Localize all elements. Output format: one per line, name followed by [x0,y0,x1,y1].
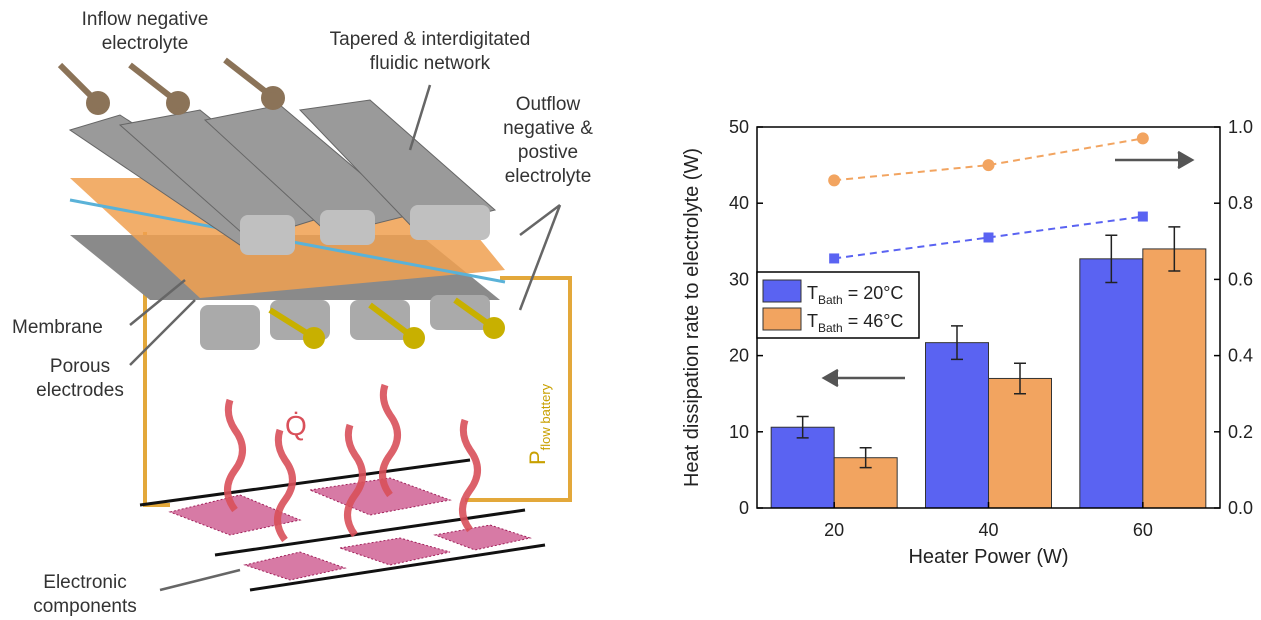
arrow-head [264,89,282,107]
channel [350,300,410,340]
y2-tick-label: 0.8 [1228,193,1253,213]
pointer [410,85,430,150]
y2-tick-label: 0.0 [1228,498,1253,518]
y2-tick-label: 1.0 [1228,117,1253,137]
arrow-head [406,330,422,346]
y-tick-label: 30 [729,269,749,289]
y2-marker [984,232,994,242]
bar [926,343,989,508]
legend-swatch [763,308,801,330]
diagram-label: Porous [50,356,110,377]
y-tick-label: 20 [729,346,749,366]
diagram-label: electrolyte [102,33,189,54]
diagram-label: Inflow negative [82,9,209,30]
heat-label: Q̇ [285,410,307,441]
legend-text: = 20°C [843,283,904,303]
axis-arrow [824,370,905,386]
schematic: Q̇ Pflow battery [60,60,570,590]
y2-marker [829,253,839,263]
power-label: Pflow battery [525,383,553,465]
channel-end [410,205,490,240]
pad [245,552,345,580]
legend-text: Bath [818,321,843,335]
y-tick-label: 10 [729,422,749,442]
diagram-label: electrolyte [505,166,592,187]
y2-marker [1138,212,1148,222]
y2-tick-label: 0.4 [1228,346,1253,366]
heat-arrow [348,425,363,535]
pad [310,478,450,515]
y2-marker [1137,132,1149,144]
channel [200,305,260,350]
y-tick-label: 50 [729,117,749,137]
arrow-head [169,94,187,112]
y2-tick-label: 0.6 [1228,269,1253,289]
legend-swatch [763,280,801,302]
diagram-label: Electronic [43,572,126,593]
diagram-label: components [33,596,137,617]
channel-end [320,210,375,245]
arrow-head [89,94,107,112]
diagram-label: fluidic network [370,53,491,74]
y2-tick-label: 0.2 [1228,422,1253,442]
arrow [130,65,175,100]
channel-end [240,215,295,255]
arrow-head [306,330,322,346]
diagram-label: negative & [503,118,593,139]
legend-text: T [807,311,818,331]
axis-arrow [1115,152,1192,168]
y2-marker [828,174,840,186]
diagram-label: electrodes [36,380,124,401]
x-tick-label: 20 [824,520,844,540]
arrow-head [486,320,502,336]
pointer [160,570,240,590]
legend-text: Bath [818,293,843,307]
legend-text: = 46°C [843,311,904,331]
bar [989,378,1052,508]
y-axis-label: Heat dissipation rate to electrolyte (W) [681,148,703,487]
heat-arrow [463,420,478,530]
x-tick-label: 60 [1133,520,1153,540]
x-axis-label: Heater Power (W) [908,546,1068,568]
y2-marker [983,159,995,171]
x-tick-label: 40 [978,520,998,540]
bar [1080,259,1143,508]
bar [771,427,834,508]
arrow [225,60,270,95]
y-tick-label: 0 [739,498,749,518]
y-tick-label: 40 [729,193,749,213]
diagram-label: Membrane [12,317,103,338]
diagram-label: Outflow [516,94,581,115]
pad [435,525,530,550]
bar [1143,249,1206,508]
figure: Q̇ Pflow battery Inflow negative electrol… [0,0,1261,620]
diagram-label: postive [518,142,578,163]
pointer [130,300,195,365]
diagram-label: Tapered & interdigitated [330,29,531,50]
legend-text: T [807,283,818,303]
